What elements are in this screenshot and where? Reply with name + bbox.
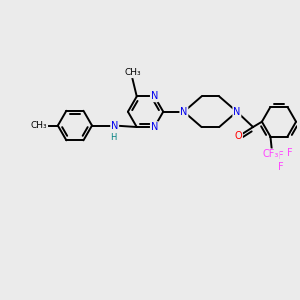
Text: N: N <box>151 92 158 101</box>
Text: CH₃: CH₃ <box>124 68 141 77</box>
Text: CF₃: CF₃ <box>262 149 279 159</box>
Text: N: N <box>151 122 158 132</box>
Text: H: H <box>110 133 116 142</box>
Text: F: F <box>287 148 293 158</box>
Text: F: F <box>278 162 284 172</box>
Text: N: N <box>233 107 241 117</box>
Text: CH₃: CH₃ <box>31 121 47 130</box>
Text: F: F <box>278 151 284 161</box>
Text: N: N <box>111 121 118 130</box>
Text: O: O <box>235 131 242 142</box>
Text: N: N <box>180 107 188 117</box>
